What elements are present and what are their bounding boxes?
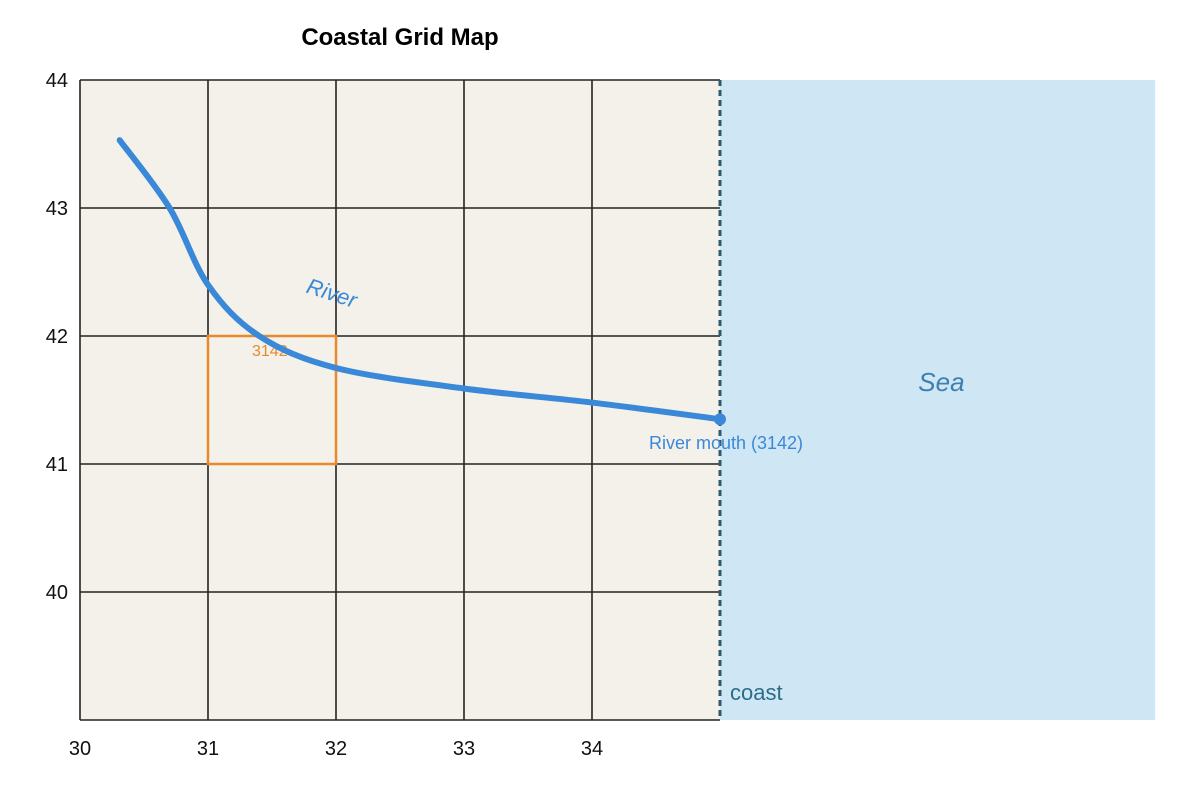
x-tick-label: 33 <box>453 738 475 760</box>
highlight-cell-3142[interactable] <box>206 334 338 466</box>
river-line[interactable] <box>116 137 723 423</box>
map-title: Coastal Grid Map <box>301 24 498 51</box>
coast-label: coast <box>730 680 783 705</box>
sea-area <box>720 80 1156 720</box>
x-tick-label: 34 <box>581 738 603 760</box>
y-tick-label: 44 <box>46 70 68 92</box>
land-area <box>80 80 720 720</box>
y-tick-label: 41 <box>46 454 68 476</box>
y-tick-label: 42 <box>46 326 68 348</box>
river-mouth-label: River mouth (3142) <box>649 433 803 453</box>
x-axis-ticks: 30 31 32 33 34 <box>69 738 603 760</box>
x-tick-label: 30 <box>69 738 91 760</box>
y-tick-label: 40 <box>46 582 68 604</box>
y-tick-label: 43 <box>46 198 68 220</box>
sea-label: Sea <box>918 367 964 397</box>
river-mouth-marker[interactable] <box>714 413 726 426</box>
y-axis-ticks: 40 41 42 43 44 <box>46 70 68 604</box>
x-tick-label: 32 <box>325 738 347 760</box>
x-tick-label: 31 <box>197 738 219 760</box>
